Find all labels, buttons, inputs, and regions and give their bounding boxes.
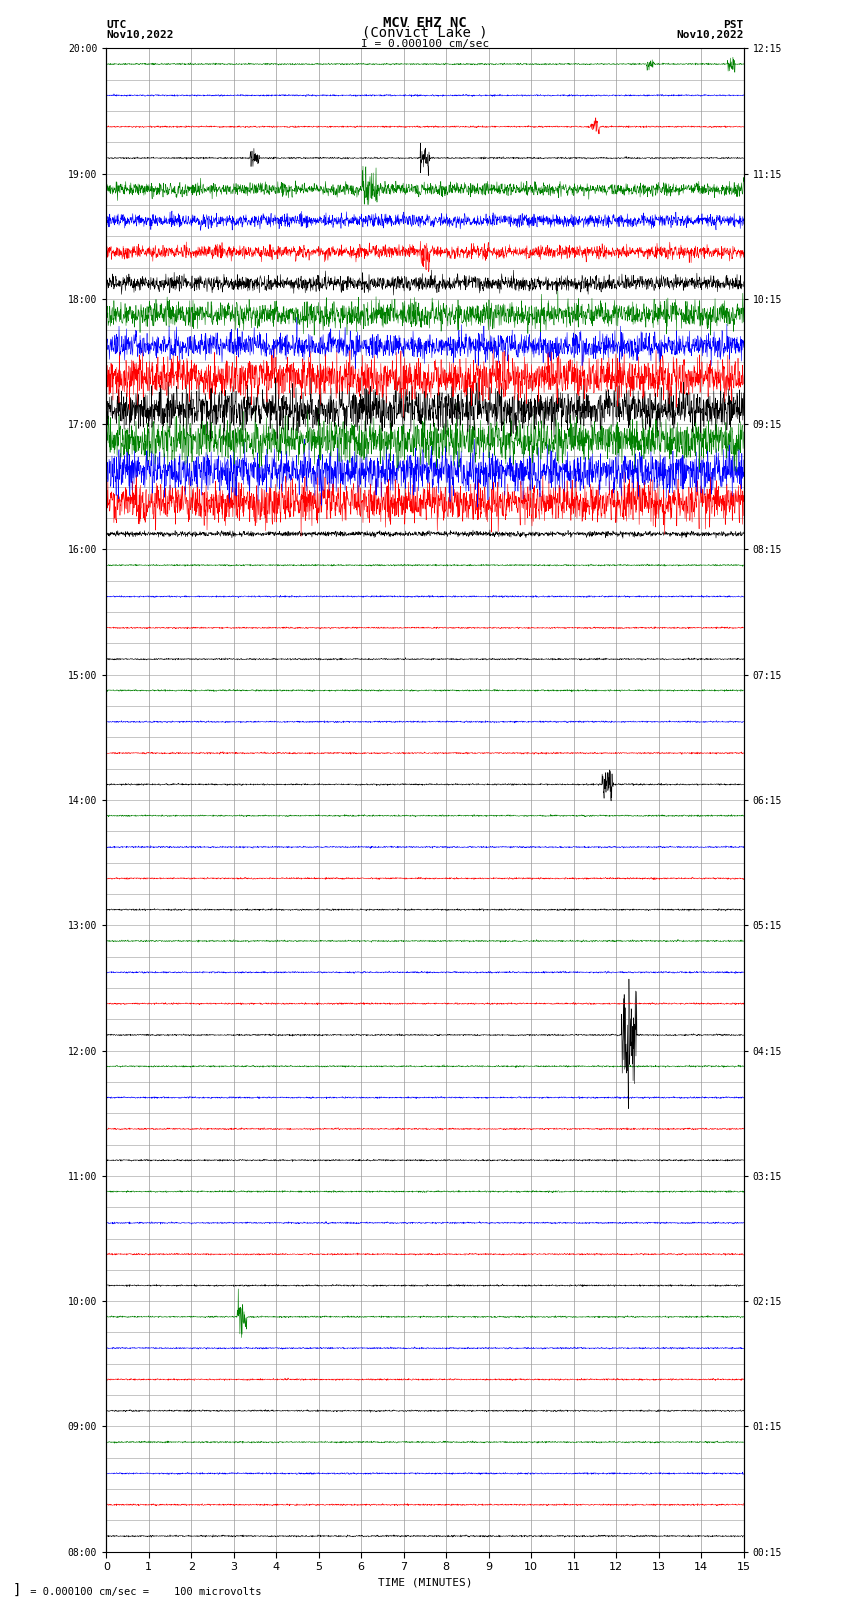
Text: ]: ] xyxy=(13,1582,21,1597)
X-axis label: TIME (MINUTES): TIME (MINUTES) xyxy=(377,1578,473,1587)
Text: = 0.000100 cm/sec =    100 microvolts: = 0.000100 cm/sec = 100 microvolts xyxy=(24,1587,261,1597)
Text: Nov10,2022: Nov10,2022 xyxy=(106,29,173,39)
Text: UTC: UTC xyxy=(106,19,127,31)
Text: MCV EHZ NC: MCV EHZ NC xyxy=(383,16,467,31)
Text: I = 0.000100 cm/sec: I = 0.000100 cm/sec xyxy=(361,39,489,50)
Text: (Convict Lake ): (Convict Lake ) xyxy=(362,26,488,39)
Text: Nov10,2022: Nov10,2022 xyxy=(677,29,744,39)
Text: PST: PST xyxy=(723,19,744,31)
